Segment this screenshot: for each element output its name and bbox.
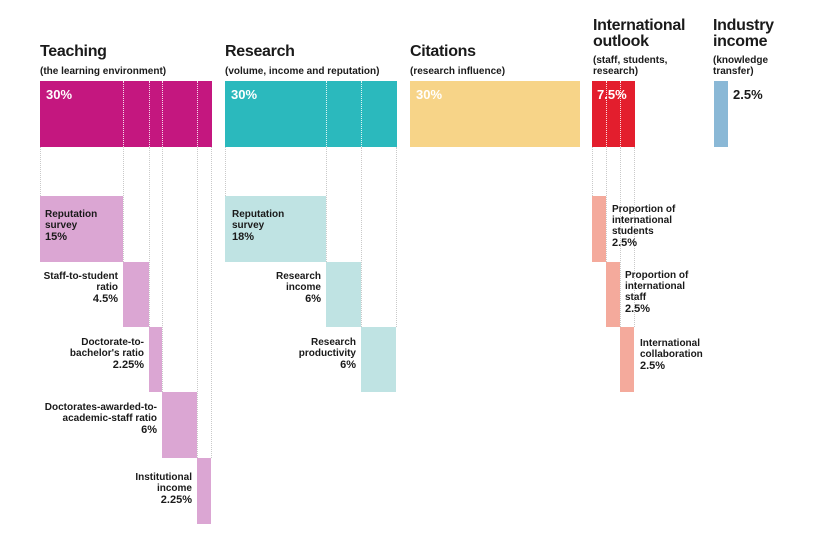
guide-line	[361, 147, 362, 327]
research-income-bar	[326, 262, 361, 327]
citations-bar	[410, 81, 580, 147]
research-subtitle: (volume, income and reputation)	[225, 66, 380, 77]
metric-name: Research productivity	[298, 337, 356, 359]
metric-name: Institutional income	[135, 472, 192, 494]
teaching-title: Teaching	[40, 43, 107, 60]
guide-line	[606, 147, 607, 262]
international-title: International outlook	[593, 17, 686, 50]
guide-line	[225, 147, 226, 196]
research-divider	[326, 81, 327, 147]
teaching-reputation-label: Reputation survey 15%	[45, 209, 120, 243]
industry-weight: 2.5%	[733, 87, 763, 102]
guide-line	[162, 147, 163, 392]
intl-staff-bar	[606, 262, 620, 327]
teaching-divider	[123, 81, 124, 147]
guide-line	[149, 147, 150, 327]
metric-weight: 2.25%	[112, 359, 144, 371]
metric-weight: 2.25%	[160, 494, 192, 506]
intl-students-label: Proportion of international students 2.5…	[612, 204, 692, 249]
metric-name: Reputation survey	[45, 209, 98, 231]
teaching-divider	[197, 81, 198, 147]
metric-name: Staff-to-student ratio	[43, 271, 118, 293]
citations-title: Citations	[410, 43, 476, 60]
guide-line	[396, 147, 397, 327]
research-weight: 30%	[231, 87, 258, 102]
teaching-doctorate-bachelor-bar	[149, 327, 162, 392]
guide-line	[197, 147, 198, 458]
metric-name: International collaboration	[640, 338, 703, 360]
international-divider	[606, 81, 607, 147]
teaching-staff-ratio-bar	[123, 262, 149, 327]
guide-line	[40, 147, 41, 196]
guide-line	[326, 147, 327, 262]
metric-name: Doctorates-awarded-to-academic-staff rat…	[44, 402, 157, 424]
teaching-divider	[162, 81, 163, 147]
guide-line	[634, 147, 635, 327]
teaching-institutional-income-label: Institutional income 2.25%	[118, 472, 192, 506]
metric-weight: 18%	[232, 231, 255, 243]
guide-line	[592, 147, 593, 196]
intl-collaboration-bar	[620, 327, 634, 392]
teaching-reputation-bar	[40, 196, 123, 262]
guide-line	[123, 147, 124, 262]
metric-weight: 6%	[305, 293, 321, 305]
citations-weight: 30%	[416, 87, 443, 102]
research-bar	[225, 81, 397, 147]
international-subtitle: (staff, students, research)	[593, 55, 668, 77]
teaching-bar	[40, 81, 212, 147]
metric-name: Proportion of international staff	[625, 270, 689, 303]
metric-weight: 6%	[340, 359, 356, 371]
guide-line	[620, 147, 621, 327]
teaching-subtitle: (the learning environment)	[40, 66, 167, 77]
research-reputation-label: Reputation survey 18%	[232, 209, 317, 243]
metric-name: Proportion of international students	[612, 204, 676, 237]
metric-weight: 2.5%	[625, 303, 651, 315]
metric-name: Research income	[275, 271, 321, 293]
metric-weight: 2.5%	[640, 360, 666, 372]
industry-title: Industry income	[713, 17, 774, 50]
metric-weight: 6%	[141, 424, 157, 436]
international-bar	[592, 81, 635, 147]
metric-name: Doctorate-to-bachelor's ratio	[69, 337, 144, 359]
industry-subtitle: (knowledge transfer)	[713, 55, 769, 77]
industry-bar	[714, 81, 728, 147]
international-divider	[620, 81, 621, 147]
intl-staff-label: Proportion of international staff 2.5%	[625, 270, 705, 315]
metric-name: Reputation survey	[232, 209, 285, 231]
research-title: Research	[225, 43, 295, 60]
teaching-divider	[149, 81, 150, 147]
guide-line	[211, 147, 212, 458]
teaching-staff-ratio-label: Staff-to-student ratio 4.5%	[30, 271, 118, 305]
teaching-doctorates-staff-label: Doctorates-awarded-to-academic-staff rat…	[44, 402, 157, 436]
teaching-institutional-income-bar	[197, 458, 211, 524]
intl-students-bar	[592, 196, 606, 262]
intl-collaboration-label: International collaboration 2.5%	[640, 338, 720, 372]
research-productivity-bar	[361, 327, 396, 392]
research-income-label: Research income 6%	[256, 271, 321, 305]
research-divider	[361, 81, 362, 147]
metric-weight: 2.5%	[612, 237, 638, 249]
research-productivity-label: Research productivity 6%	[286, 337, 356, 371]
teaching-weight: 30%	[46, 87, 73, 102]
teaching-doctorate-bachelor-label: Doctorate-to-bachelor's ratio 2.25%	[50, 337, 144, 371]
teaching-doctorates-staff-bar	[162, 392, 197, 458]
metric-weight: 4.5%	[92, 293, 118, 305]
metric-weight: 15%	[45, 231, 68, 243]
international-weight: 7.5%	[597, 87, 627, 102]
research-reputation-bar	[225, 196, 326, 262]
citations-subtitle: (research influence)	[410, 66, 506, 77]
